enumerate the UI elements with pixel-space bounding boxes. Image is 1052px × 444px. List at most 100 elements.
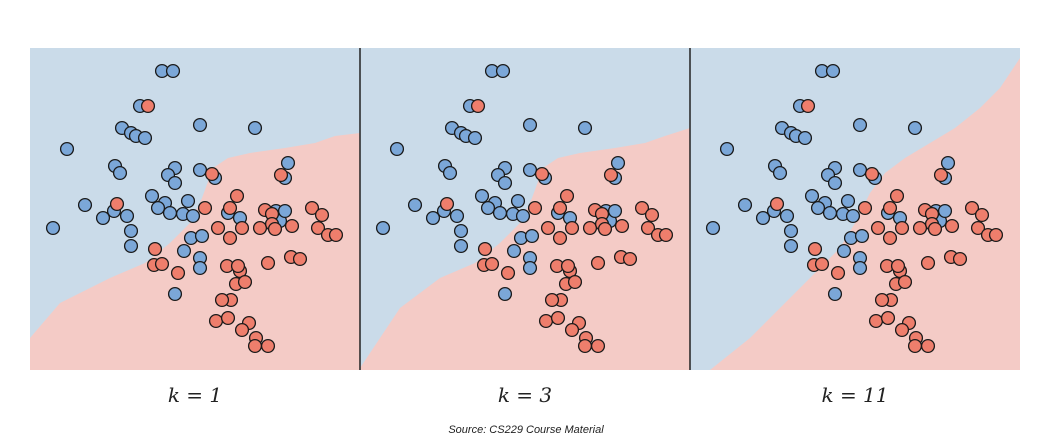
blue-point — [783, 238, 799, 254]
red-point — [590, 338, 606, 354]
blue-point — [247, 120, 263, 136]
blue-point — [497, 175, 513, 191]
red-region — [30, 133, 360, 370]
red-point — [544, 292, 560, 308]
blue-point — [804, 188, 820, 204]
blue-point — [822, 205, 838, 221]
red-point — [234, 220, 250, 236]
red-point — [614, 218, 630, 234]
blue-point — [480, 200, 496, 216]
red-point — [564, 220, 580, 236]
blue-point — [192, 162, 208, 178]
blue-point — [119, 208, 135, 224]
blue-point — [150, 200, 166, 216]
red-point — [247, 338, 263, 354]
red-point — [952, 251, 968, 267]
blue-point — [185, 208, 201, 224]
red-point — [273, 167, 289, 183]
red-point — [292, 251, 308, 267]
red-point — [550, 310, 566, 326]
red-point — [260, 338, 276, 354]
red-point — [538, 313, 554, 329]
red-point — [988, 227, 1004, 243]
red-point — [894, 322, 910, 338]
panel-k-2: k = 3 — [360, 48, 690, 407]
red-point — [920, 338, 936, 354]
red-point — [237, 274, 253, 290]
red-point — [912, 220, 928, 236]
red-point — [214, 292, 230, 308]
blue-point — [137, 130, 153, 146]
red-point — [284, 218, 300, 234]
blue-point — [506, 243, 522, 259]
red-point — [830, 265, 846, 281]
red-point — [864, 166, 880, 182]
red-point — [477, 241, 493, 257]
blue-point — [937, 203, 953, 219]
red-point — [882, 200, 898, 216]
blue-point — [607, 203, 623, 219]
blue-point — [852, 162, 868, 178]
blue-point — [827, 286, 843, 302]
red-point — [564, 322, 580, 338]
blue-point — [95, 210, 111, 226]
red-point — [889, 188, 905, 204]
blue-point — [389, 141, 405, 157]
red-point — [170, 265, 186, 281]
red-region — [690, 58, 1020, 370]
red-point — [234, 322, 250, 338]
blue-point — [852, 260, 868, 276]
red-point — [567, 274, 583, 290]
panel-k-3: k = 11 — [690, 48, 1020, 407]
red-point — [552, 200, 568, 216]
blue-point — [59, 141, 75, 157]
blue-point — [907, 120, 923, 136]
blue-point — [442, 165, 458, 181]
data-points — [45, 63, 344, 354]
blue-point — [112, 165, 128, 181]
blue-point — [467, 130, 483, 146]
red-point — [252, 220, 268, 236]
panel-caption: k = 1 — [168, 383, 222, 407]
red-point — [907, 338, 923, 354]
red-point — [880, 310, 896, 326]
blue-point — [453, 223, 469, 239]
blue-point — [407, 197, 423, 213]
red-point — [944, 218, 960, 234]
blue-point — [167, 175, 183, 191]
red-point — [582, 220, 598, 236]
blue-point — [755, 210, 771, 226]
red-point — [874, 292, 890, 308]
red-point — [897, 274, 913, 290]
blue-point — [522, 260, 538, 276]
red-point — [590, 255, 606, 271]
blue-point — [854, 228, 870, 244]
red-point — [868, 313, 884, 329]
blue-point — [162, 205, 178, 221]
red-point — [603, 167, 619, 183]
red-point — [560, 258, 576, 274]
red-region — [360, 128, 690, 370]
red-point — [109, 196, 125, 212]
red-point — [534, 166, 550, 182]
blue-point — [840, 193, 856, 209]
red-point — [222, 230, 238, 246]
blue-point — [492, 205, 508, 221]
blue-point — [610, 155, 626, 171]
red-point — [658, 227, 674, 243]
blue-point — [425, 210, 441, 226]
red-point — [920, 255, 936, 271]
blue-point — [705, 220, 721, 236]
blue-point — [165, 63, 181, 79]
red-point — [204, 166, 220, 182]
red-point — [857, 200, 873, 216]
red-point — [260, 255, 276, 271]
red-point — [314, 207, 330, 223]
blue-point — [77, 197, 93, 213]
red-point — [210, 220, 226, 236]
blue-point — [825, 63, 841, 79]
blue-point — [280, 155, 296, 171]
red-point — [197, 200, 213, 216]
blue-point — [192, 260, 208, 276]
